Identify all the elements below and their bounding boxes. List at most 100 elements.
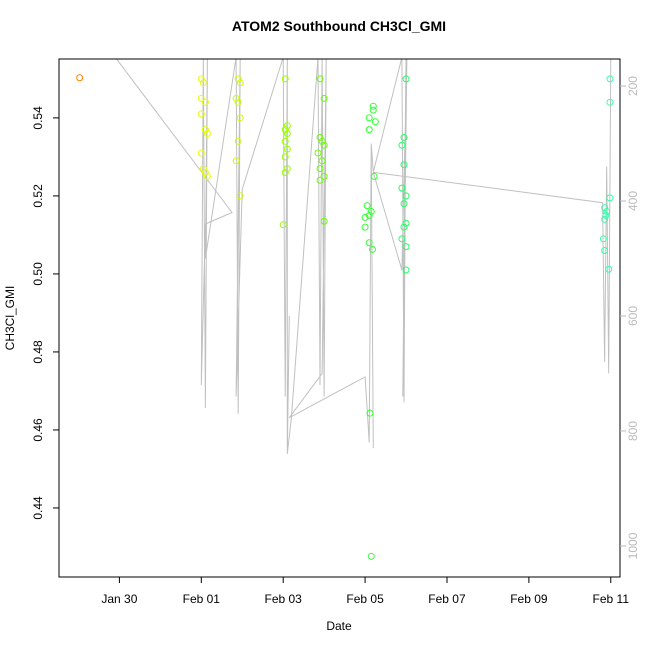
plot-area	[76, 59, 614, 560]
data-point	[365, 211, 373, 219]
data-point	[203, 130, 211, 138]
data-point	[602, 211, 610, 219]
y-tick-label: 0.54	[31, 106, 45, 130]
data-point	[398, 141, 406, 149]
data-point	[281, 126, 289, 134]
data-point	[370, 172, 378, 180]
data-point	[236, 79, 244, 87]
data-point	[283, 145, 291, 153]
data-point	[367, 552, 375, 560]
chart-title: ATOM2 Southbound CH3Cl_GMI	[232, 18, 446, 34]
data-point	[369, 106, 377, 114]
data-point	[400, 161, 408, 169]
data-point	[361, 223, 369, 231]
data-point	[605, 265, 613, 273]
data-point	[314, 149, 322, 157]
data-point	[603, 208, 611, 216]
data-point	[601, 247, 609, 255]
data-point	[369, 102, 377, 110]
data-point	[400, 133, 408, 141]
y-tick-label: 0.50	[31, 262, 45, 286]
data-point	[320, 94, 328, 102]
data-point	[606, 98, 614, 106]
data-point	[283, 130, 291, 138]
data-point	[365, 239, 373, 247]
data-point	[281, 153, 289, 161]
data-point	[601, 204, 609, 212]
data-point	[316, 133, 324, 141]
data-point	[402, 192, 410, 200]
data-point	[599, 235, 607, 243]
y2-tick-label: 1000	[626, 532, 640, 559]
x-tick-label: Feb 05	[346, 592, 384, 606]
y2-tick-label: 400	[626, 191, 640, 211]
data-point	[199, 165, 207, 173]
data-point	[606, 194, 614, 202]
data-point	[371, 118, 379, 126]
data-point	[283, 122, 291, 130]
data-point	[402, 243, 410, 251]
data-point	[281, 169, 289, 177]
x-tick-label: Jan 30	[101, 592, 137, 606]
x-axis-title: Date	[326, 619, 352, 633]
data-point	[363, 202, 371, 210]
data-point	[281, 137, 289, 145]
data-point	[368, 245, 376, 253]
data-point	[232, 157, 240, 165]
x-tick-label: Feb 03	[265, 592, 303, 606]
data-point	[234, 98, 242, 106]
data-point	[320, 172, 328, 180]
data-point	[281, 75, 289, 83]
y2-tick-label: 200	[626, 76, 640, 96]
data-point	[316, 75, 324, 83]
data-point	[400, 223, 408, 231]
data-point	[203, 172, 211, 180]
y-axis-title: CH3Cl_GMI	[3, 286, 17, 351]
data-point	[197, 149, 205, 157]
data-point	[601, 215, 609, 223]
data-point	[76, 74, 84, 82]
data-point	[201, 169, 209, 177]
data-point	[361, 213, 369, 221]
data-point	[367, 208, 375, 216]
data-point	[320, 217, 328, 225]
data-point	[197, 110, 205, 118]
profile-line	[115, 59, 612, 455]
data-point	[606, 75, 614, 83]
data-point	[234, 75, 242, 83]
data-point	[398, 184, 406, 192]
data-point	[398, 235, 406, 243]
data-point	[279, 221, 287, 229]
data-point	[201, 126, 209, 134]
data-point	[201, 98, 209, 106]
data-point	[197, 75, 205, 83]
y2-tick-label: 600	[626, 306, 640, 326]
data-point	[232, 94, 240, 102]
x-tick-label: Feb 09	[510, 592, 548, 606]
y-tick-label: 0.44	[31, 496, 45, 520]
data-point	[400, 200, 408, 208]
data-point	[318, 137, 326, 145]
data-point	[197, 94, 205, 102]
data-point	[365, 126, 373, 134]
x-tick-label: Feb 07	[428, 592, 466, 606]
data-point	[234, 137, 242, 145]
plot-frame	[58, 58, 621, 578]
data-point	[318, 157, 326, 165]
data-point	[402, 266, 410, 274]
x-tick-label: Feb 11	[593, 592, 630, 606]
data-point	[199, 79, 207, 87]
data-point	[283, 165, 291, 173]
data-point	[366, 409, 374, 417]
data-point	[316, 176, 324, 184]
y-tick-label: 0.46	[31, 418, 45, 442]
data-point	[316, 165, 324, 173]
data-point	[236, 114, 244, 122]
y-tick-label: 0.52	[31, 184, 45, 208]
y2-tick-label: 800	[626, 421, 640, 441]
data-point	[402, 75, 410, 83]
data-point	[236, 192, 244, 200]
data-point	[402, 219, 410, 227]
data-point	[320, 141, 328, 149]
